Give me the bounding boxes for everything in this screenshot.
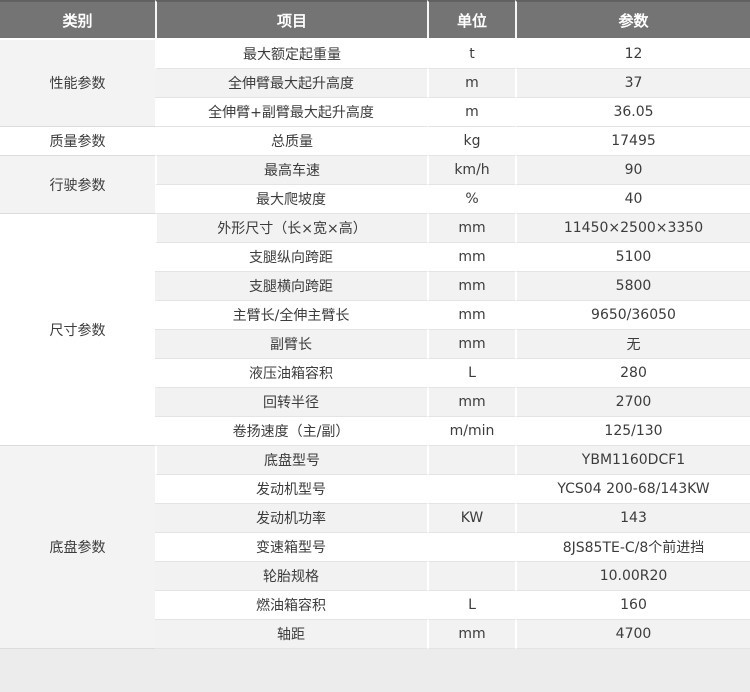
- value-cell: 125/130: [515, 417, 750, 446]
- column-header-item: 项目: [155, 0, 427, 40]
- unit-cell: mm: [427, 330, 515, 359]
- value-cell: 9650/36050: [515, 301, 750, 330]
- value-cell: 143: [515, 504, 750, 533]
- column-header-unit: 单位: [427, 0, 515, 40]
- value-cell: 37: [515, 69, 750, 98]
- table-row: 支腿纵向跨距 mm 5100: [0, 243, 750, 272]
- unit-cell: mm: [427, 301, 515, 330]
- item-cell: 主臂长/全伸主臂长: [155, 301, 427, 330]
- item-cell: 总质量: [155, 127, 427, 156]
- item-cell: 发动机型号: [155, 475, 427, 504]
- table-row: 主臂长/全伸主臂长 mm 9650/36050: [0, 301, 750, 330]
- item-cell: 支腿横向跨距: [155, 272, 427, 301]
- category-cell: 尺寸参数: [0, 214, 155, 446]
- value-cell: 4700: [515, 620, 750, 649]
- table-row: 发动机型号 YCS04 200-68/143KW: [0, 475, 750, 504]
- unit-cell: m: [427, 98, 515, 127]
- value-cell: 280: [515, 359, 750, 388]
- table-row: 质量参数 总质量 kg 17495: [0, 127, 750, 156]
- item-cell: 轮胎规格: [155, 562, 427, 591]
- item-cell: 最大爬坡度: [155, 185, 427, 214]
- table-row: 回转半径 mm 2700: [0, 388, 750, 417]
- item-cell: 轴距: [155, 620, 427, 649]
- item-cell: 最高车速: [155, 156, 427, 185]
- item-cell: 全伸臂+副臂最大起升高度: [155, 98, 427, 127]
- table-row: 全伸臂最大起升高度 m 37: [0, 69, 750, 98]
- unit-cell: [427, 446, 515, 475]
- value-cell: 5800: [515, 272, 750, 301]
- table-row: 性能参数 最大额定起重量 t 12: [0, 40, 750, 127]
- value-cell: 12: [515, 40, 750, 69]
- header-row: 类别 项目 单位 参数: [0, 0, 750, 40]
- column-header-category: 类别: [0, 0, 155, 40]
- unit-cell: mm: [427, 272, 515, 301]
- table-row: 底盘参数 底盘型号 YBM1160DCF1: [0, 446, 750, 649]
- item-cell: 全伸臂最大起升高度: [155, 69, 427, 98]
- value-cell: YBM1160DCF1: [515, 446, 750, 475]
- table-row: 变速箱型号 8JS85TE-C/8个前进挡: [0, 533, 750, 562]
- table-row: 副臂长 mm 无: [0, 330, 750, 359]
- unit-cell: mm: [427, 214, 515, 243]
- value-cell: 36.05: [515, 98, 750, 127]
- item-cell: 外形尺寸（长×宽×高）: [155, 214, 427, 243]
- value-cell: 160: [515, 591, 750, 620]
- table-row: 发动机功率 KW 143: [0, 504, 750, 533]
- unit-cell: mm: [427, 620, 515, 649]
- unit-cell: mm: [427, 388, 515, 417]
- unit-cell: L: [427, 591, 515, 620]
- spec-table-header: 类别 项目 单位 参数: [0, 0, 750, 40]
- column-header-parameter: 参数: [515, 0, 750, 40]
- table-row: 最大爬坡度% 40: [0, 185, 750, 214]
- unit-cell: [427, 475, 515, 504]
- unit-cell: t: [427, 40, 515, 69]
- table-row: 行驶参数 最高车速 km/h 90: [0, 156, 750, 214]
- value-cell: 2700: [515, 388, 750, 417]
- unit-cell: m: [427, 69, 515, 98]
- unit-cell: %: [427, 185, 515, 214]
- unit-cell: mm: [427, 243, 515, 272]
- spec-page: 类别 项目 单位 参数 性能参数 最大额定起重量 t 12 全伸臂最大起升高度 m 37 全伸…: [0, 0, 750, 649]
- table-row: 尺寸参数 外形尺寸（长×宽×高） mm 11450×2500×3350: [0, 214, 750, 446]
- spec-table-body: 性能参数 最大额定起重量 t 12 全伸臂最大起升高度 m 37 全伸臂+副臂最大起升高度 m 3…: [0, 40, 750, 649]
- item-cell: 发动机功率: [155, 504, 427, 533]
- table-row: 全伸臂+副臂最大起升高度 m 36.05: [0, 98, 750, 127]
- item-cell: 回转半径: [155, 388, 427, 417]
- category-cell: 质量参数: [0, 127, 155, 156]
- item-cell: 燃油箱容积: [155, 591, 427, 620]
- value-cell: 8JS85TE-C/8个前进挡: [515, 533, 750, 562]
- category-cell: 底盘参数: [0, 446, 155, 649]
- value-cell: 5100: [515, 243, 750, 272]
- value-cell: 11450×2500×3350: [515, 214, 750, 243]
- spec-table: 类别 项目 单位 参数 性能参数 最大额定起重量 t 12 全伸臂最大起升高度 m 37 全伸…: [0, 0, 750, 649]
- unit-cell: [427, 533, 515, 562]
- value-cell: 10.00R20: [515, 562, 750, 591]
- table-row: 液压油箱容积 L 280: [0, 359, 750, 388]
- item-cell: 变速箱型号: [155, 533, 427, 562]
- table-row: 燃油箱容积 L 160: [0, 591, 750, 620]
- value-cell: YCS04 200-68/143KW: [515, 475, 750, 504]
- unit-cell: m/min: [427, 417, 515, 446]
- value-cell: 90: [515, 156, 750, 185]
- item-cell: 副臂长: [155, 330, 427, 359]
- unit-cell: kg: [427, 127, 515, 156]
- unit-cell: km/h: [427, 156, 515, 185]
- value-cell: 40: [515, 185, 750, 214]
- unit-cell: [427, 562, 515, 591]
- table-row: 卷扬速度（主/副） m/min 125/130: [0, 417, 750, 446]
- item-cell: 最大额定起重量: [155, 40, 427, 69]
- unit-cell: KW: [427, 504, 515, 533]
- table-row: 支腿横向跨距 mm 5800: [0, 272, 750, 301]
- unit-cell: L: [427, 359, 515, 388]
- table-row: 轮胎规格 10.00R20: [0, 562, 750, 591]
- item-cell: 底盘型号: [155, 446, 427, 475]
- item-cell: 支腿纵向跨距: [155, 243, 427, 272]
- value-cell: 无: [515, 330, 750, 359]
- item-cell: 液压油箱容积: [155, 359, 427, 388]
- value-cell: 17495: [515, 127, 750, 156]
- category-cell: 行驶参数: [0, 156, 155, 214]
- item-cell: 卷扬速度（主/副）: [155, 417, 427, 446]
- table-row: 轴距 mm 4700: [0, 620, 750, 649]
- category-cell: 性能参数: [0, 40, 155, 127]
